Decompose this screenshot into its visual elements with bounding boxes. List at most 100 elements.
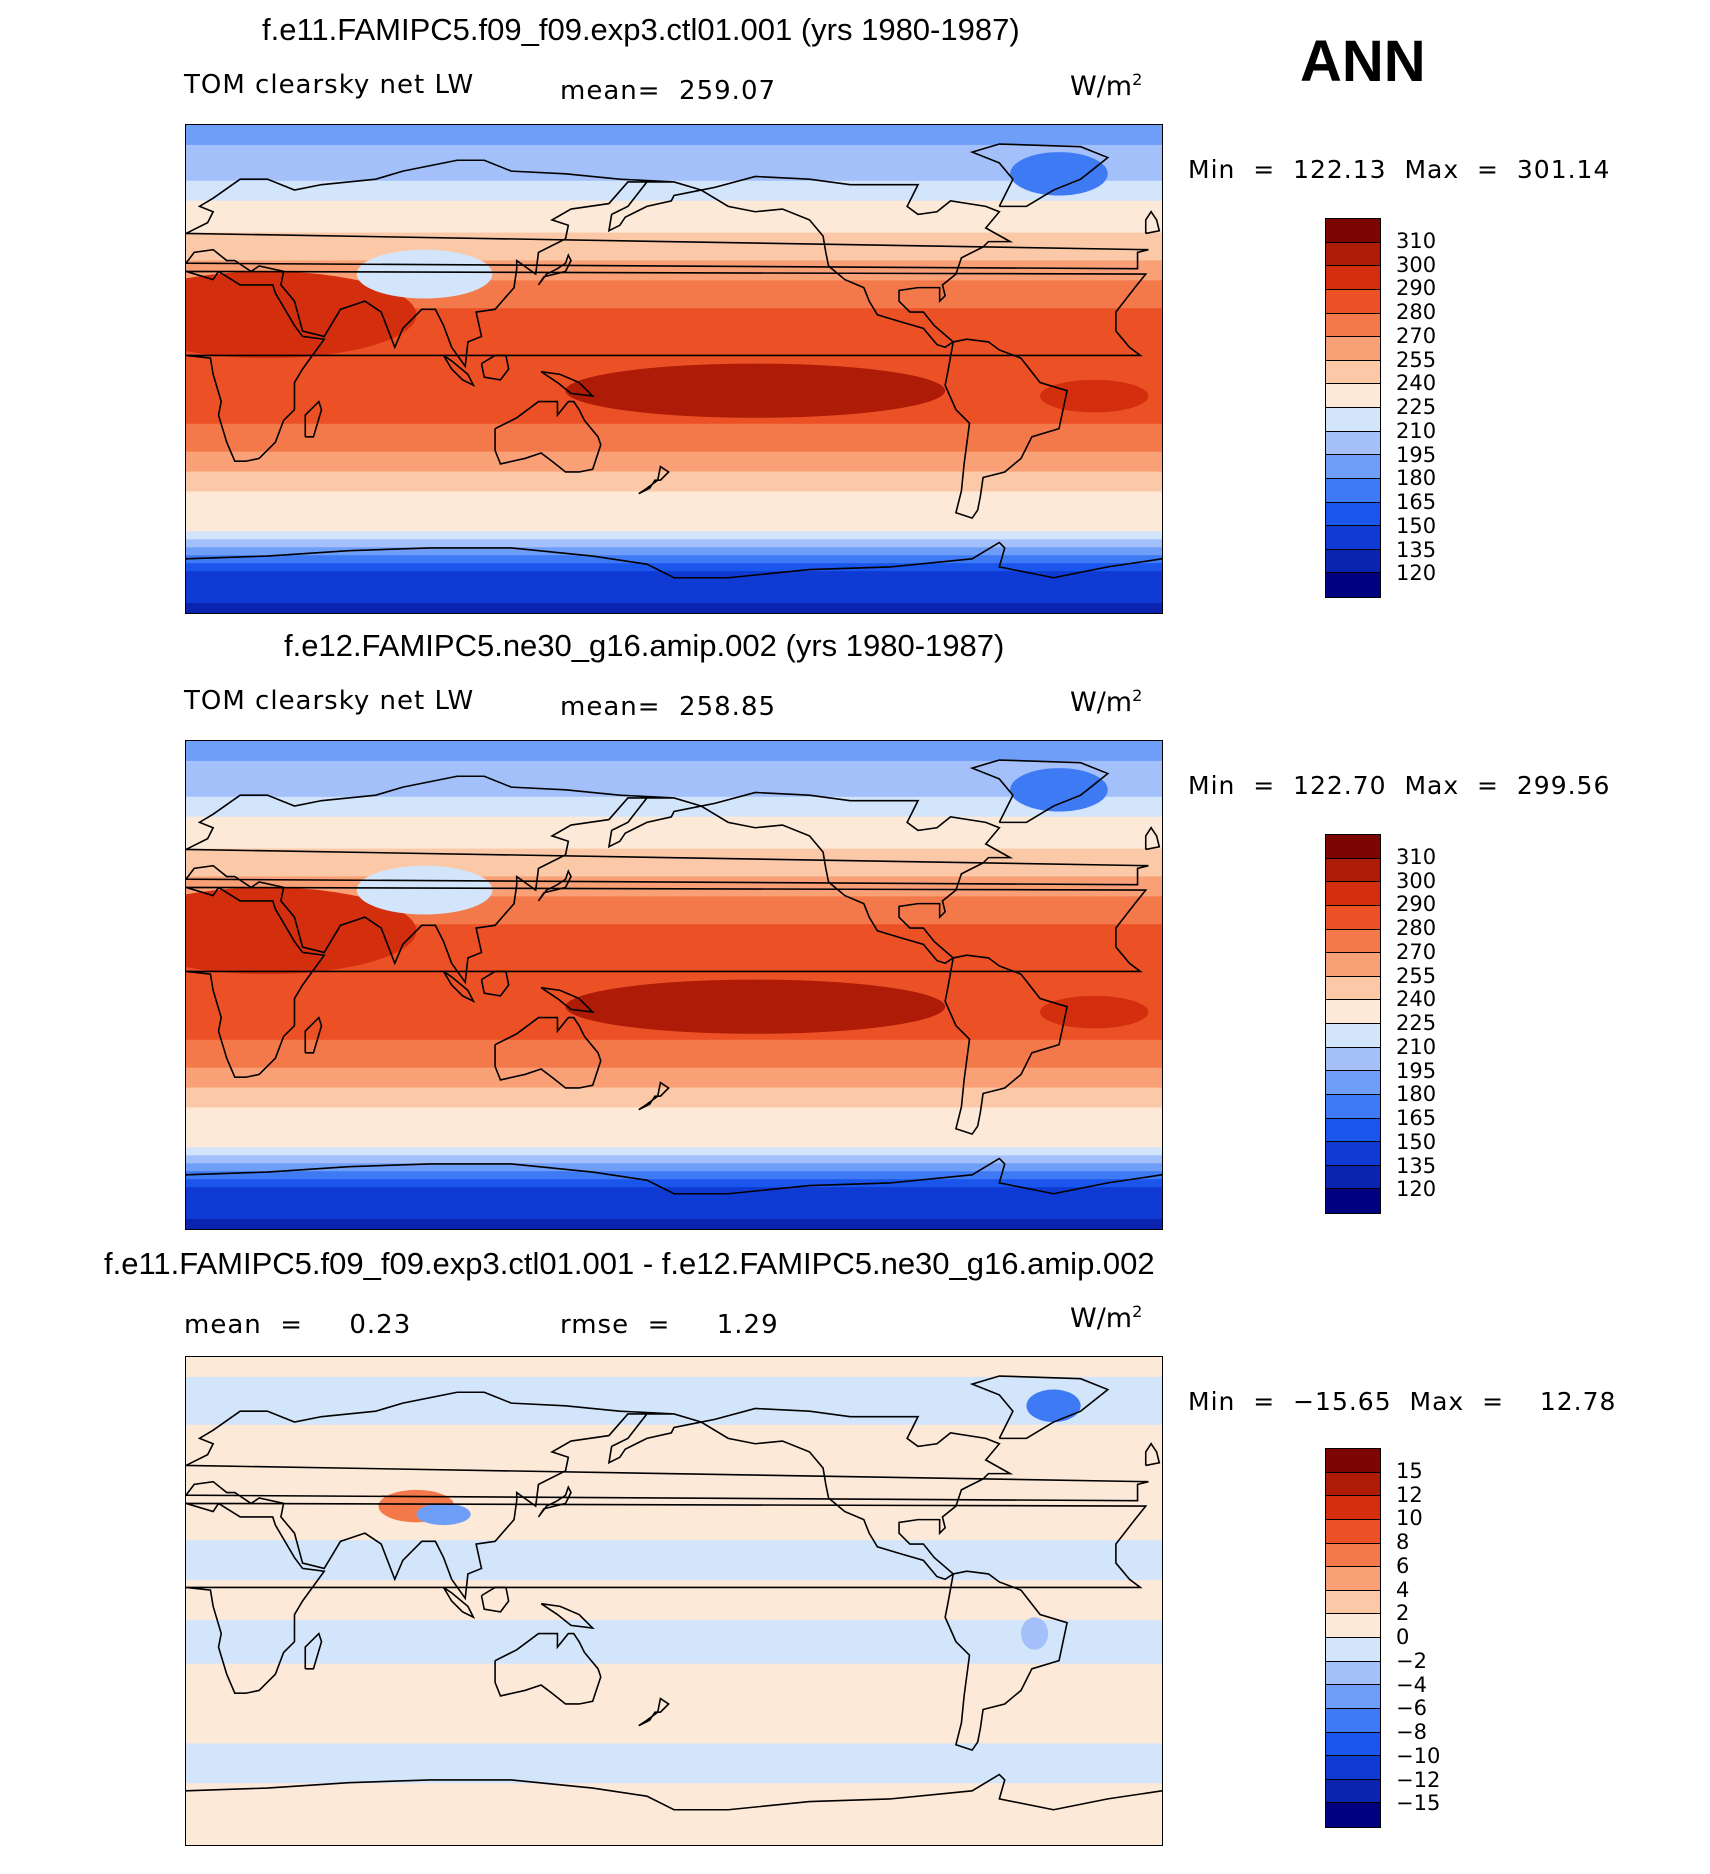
field-band (186, 1211, 1162, 1216)
field-band (186, 1408, 1162, 1414)
field-band (186, 479, 1162, 485)
field-band (186, 1484, 1162, 1489)
field-band (186, 800, 1162, 806)
field-band (186, 1444, 1162, 1450)
field-band (186, 563, 1162, 568)
colorbar-tick-label: 135 (1396, 537, 1437, 562)
coastline (944, 954, 1069, 1136)
season-label: ANN (1300, 29, 1426, 94)
field-band (186, 1111, 1162, 1116)
field-band (186, 180, 1162, 186)
field-band (186, 284, 1162, 289)
colorbar-swatch (1326, 1189, 1380, 1213)
colorbar-swatch (1326, 1685, 1380, 1709)
field-band (186, 888, 1162, 893)
field-band (186, 788, 1162, 794)
coastline (494, 1632, 602, 1705)
field-band (186, 200, 1162, 206)
field-band (186, 240, 1162, 246)
field-band (186, 1799, 1162, 1804)
colorbar-swatch (1326, 266, 1380, 290)
field-band (186, 748, 1162, 754)
colorbar-swatch (1326, 289, 1380, 314)
colorbar-swatch (1326, 953, 1380, 977)
colorbar-swatch (1326, 549, 1380, 574)
field-band (186, 1643, 1162, 1649)
panel3-rmse-label: rmse = 1.29 (560, 1310, 779, 1340)
field-band (186, 1584, 1162, 1589)
field-band (186, 1683, 1162, 1689)
field-band (186, 128, 1162, 134)
field-band (186, 792, 1162, 798)
colorbar-swatch (1326, 408, 1380, 432)
colorbar-tick-label: −12 (1396, 1767, 1441, 1792)
field-band (186, 872, 1162, 877)
field-band (186, 780, 1162, 786)
panel2-minmax: Min = 122.70 Max = 299.56 (1188, 771, 1611, 800)
panel3-field (186, 1357, 1162, 1845)
field-band (186, 276, 1162, 281)
colorbar-tick-label: 310 (1396, 228, 1437, 253)
field-band (186, 352, 1162, 357)
field-band (186, 1083, 1162, 1089)
field-band (186, 1767, 1162, 1772)
colorbar-swatch (1326, 1567, 1380, 1591)
colorbar-swatch (1326, 1472, 1380, 1497)
field-band (186, 551, 1162, 556)
field-band (186, 1548, 1162, 1553)
field-band (186, 252, 1162, 257)
field-band (186, 1456, 1162, 1462)
field-band (186, 1207, 1162, 1212)
field-band (186, 583, 1162, 588)
panel2-map (185, 740, 1163, 1230)
field-band (186, 447, 1162, 453)
coastline (700, 175, 1014, 349)
field-band (186, 784, 1162, 790)
field-band (186, 1123, 1162, 1128)
field-band (186, 1532, 1162, 1537)
colorbar-tick-label: 270 (1396, 939, 1437, 964)
field-band (186, 527, 1162, 532)
field-band (186, 836, 1162, 842)
coastline (480, 970, 510, 997)
colorbar-tick-label: 15 (1396, 1458, 1423, 1483)
field-band (186, 892, 1162, 897)
field-band (186, 968, 1162, 973)
field-band (186, 579, 1162, 584)
panel3-minmax: Min = −15.65 Max = 12.78 (1188, 1387, 1617, 1416)
field-band (186, 256, 1162, 261)
field-band (186, 1380, 1162, 1386)
field-band (186, 1476, 1162, 1481)
field-band (186, 1615, 1162, 1621)
field-band (186, 816, 1162, 822)
field-feature (416, 1503, 471, 1526)
field-band (186, 232, 1162, 238)
field-band (186, 856, 1162, 862)
field-band (186, 1504, 1162, 1509)
field-band (186, 1199, 1162, 1204)
field-band (186, 555, 1162, 560)
coastline (304, 1632, 323, 1670)
colorbar-tick-label: 120 (1396, 1177, 1437, 1202)
field-feature (565, 979, 946, 1034)
field-band (186, 1492, 1162, 1497)
colorbar-swatch (1326, 1661, 1380, 1686)
colorbar-swatch (1326, 1094, 1380, 1119)
colorbar-tick-label: −8 (1396, 1720, 1427, 1744)
colorbar-swatch (1326, 976, 1380, 1001)
field-band (186, 336, 1162, 341)
field-band (186, 1155, 1162, 1160)
panel1-units: W/m2 (1070, 70, 1143, 102)
field-band (186, 904, 1162, 909)
colorbar-swatch (1326, 455, 1380, 479)
coastline (638, 465, 670, 495)
field-band (186, 1103, 1162, 1108)
colorbar-tick-label: 6 (1396, 1553, 1410, 1578)
field-band (186, 1516, 1162, 1521)
field-band (186, 1043, 1162, 1049)
colorbar-swatch (1326, 337, 1380, 361)
field-band (186, 1472, 1162, 1478)
field-band (186, 1187, 1162, 1192)
field-band (186, 1143, 1162, 1148)
colorbar-tick-label: −15 (1396, 1791, 1441, 1816)
